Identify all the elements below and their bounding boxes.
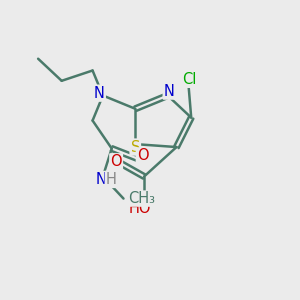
Text: CH₃: CH₃ <box>128 191 155 206</box>
Text: N: N <box>96 172 107 187</box>
Text: O: O <box>137 148 148 164</box>
Text: Cl: Cl <box>183 72 197 87</box>
Text: N: N <box>94 86 105 101</box>
Text: N: N <box>164 84 175 99</box>
Text: H: H <box>106 172 117 187</box>
Text: O: O <box>110 154 122 169</box>
Text: S: S <box>130 140 140 154</box>
Text: HO: HO <box>128 201 151 216</box>
